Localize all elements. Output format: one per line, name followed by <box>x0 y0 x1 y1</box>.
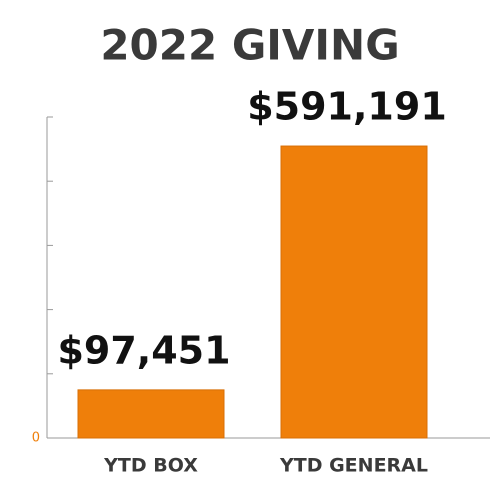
x-tick-label: YTD BOX <box>103 455 198 477</box>
value-label: $97,451 <box>57 328 230 372</box>
y-tick-label: 0 <box>32 431 40 446</box>
chart-title: 2022 GIVING <box>100 21 399 70</box>
bar <box>77 389 225 439</box>
x-tick-label: YTD GENERAL <box>279 455 428 477</box>
bar <box>280 145 428 439</box>
value-label: $591,191 <box>247 85 447 129</box>
